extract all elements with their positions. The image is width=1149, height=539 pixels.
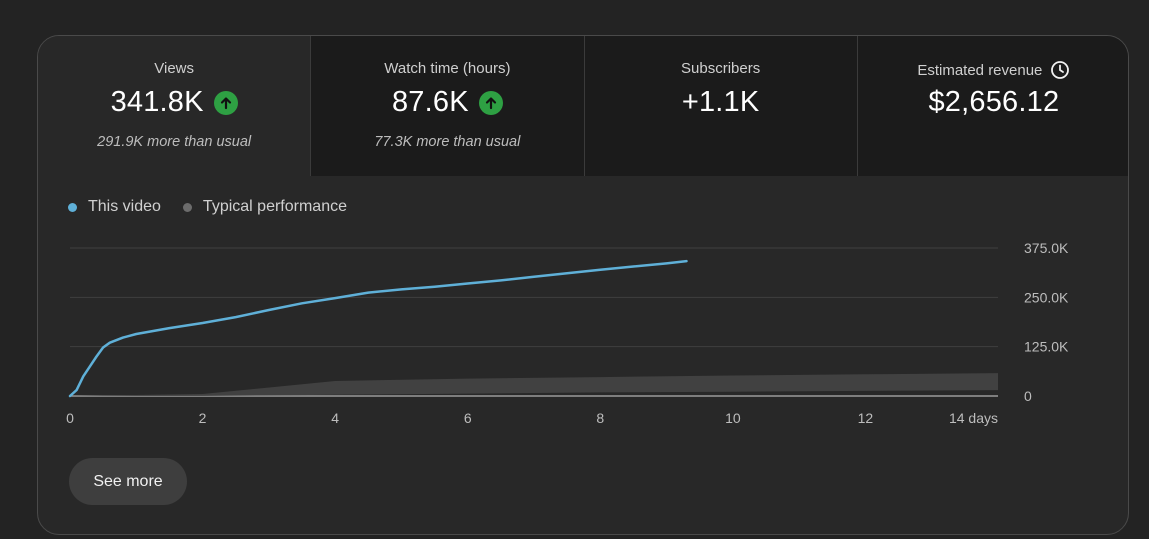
y-tick-label: 0 <box>1024 388 1032 404</box>
watch-time-value: 87.6K <box>391 86 469 118</box>
views-note: 291.9K more than usual <box>97 134 252 150</box>
x-tick-label: 0 <box>66 410 74 426</box>
metric-value-row: 341.8K <box>38 86 310 119</box>
x-tick-label: 10 <box>725 410 741 426</box>
revenue-label: Estimated revenue <box>917 61 1043 79</box>
legend-typical: Typical performance <box>182 198 347 216</box>
chart-legend: This video Typical performance <box>68 198 347 216</box>
see-more-button[interactable]: See more <box>69 458 187 505</box>
watch-time-label: Watch time (hours) <box>384 60 511 77</box>
legend-typical-label: Typical performance <box>202 198 347 215</box>
metric-value-row: 87.6K <box>311 86 583 119</box>
subscribers-value: +1.1K <box>681 86 760 118</box>
x-tick-label: 12 <box>858 410 874 426</box>
legend-dot-typical <box>182 202 192 212</box>
metric-watch-time[interactable]: Watch time (hours) 87.6K 77.3K more than… <box>311 36 585 176</box>
legend-dot-this-video <box>68 202 77 212</box>
y-tick-label: 375.0K <box>1024 240 1069 256</box>
metric-label: Views <box>38 60 310 77</box>
analytics-card: Views 341.8K 291.9K more than usual Watc… <box>37 35 1129 535</box>
metric-label: Subscribers <box>585 60 857 77</box>
arrow-up-icon <box>213 90 238 115</box>
y-tick-label: 250.0K <box>1024 289 1069 305</box>
metrics-row: Views 341.8K 291.9K more than usual Watc… <box>38 36 1128 176</box>
legend-this-video-label: This video <box>88 198 161 215</box>
metric-views[interactable]: Views 341.8K 291.9K more than usual <box>38 36 312 176</box>
typical-performance-band <box>70 373 998 396</box>
this-video-line <box>68 259 688 398</box>
metric-subscribers[interactable]: Subscribers +1.1K <box>584 36 858 176</box>
x-tick-label: 4 <box>331 410 339 426</box>
metric-estimated-revenue[interactable]: Estimated revenue $2,656.12 <box>857 36 1128 176</box>
legend-this-video: This video <box>68 198 161 216</box>
x-tick-label: 8 <box>596 410 604 426</box>
revenue-value: $2,656.12 <box>928 86 1060 118</box>
x-tick-label: 6 <box>464 410 472 426</box>
metric-value-row: +1.1K <box>585 86 857 119</box>
clock-icon <box>1050 60 1070 80</box>
metric-value-row: $2,656.12 <box>858 86 1128 119</box>
arrow-up-icon <box>478 90 503 115</box>
x-tick-label: 14 days <box>949 410 998 426</box>
views-value: 341.8K <box>110 86 204 118</box>
metric-label: Watch time (hours) <box>311 60 583 77</box>
y-tick-label: 125.0K <box>1024 339 1069 355</box>
x-tick-label: 2 <box>199 410 207 426</box>
subscribers-label: Subscribers <box>681 60 761 77</box>
metric-label: Estimated revenue <box>858 60 1128 80</box>
watch-time-note: 77.3K more than usual <box>374 134 521 150</box>
views-chart: 375.0K 250.0K 125.0K 0 0 2 4 6 8 10 12 14 days <box>66 240 1069 426</box>
views-label: Views <box>154 60 194 77</box>
